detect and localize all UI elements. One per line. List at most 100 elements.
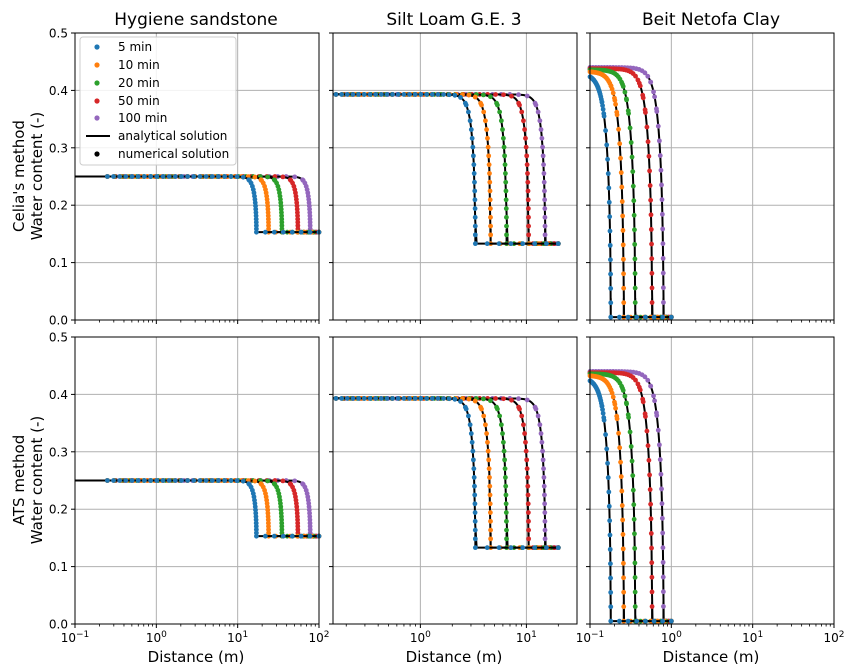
data-point: [458, 399, 463, 404]
data-point: [601, 113, 607, 119]
data-point: [660, 255, 666, 261]
data-point: [142, 174, 147, 179]
data-point: [541, 179, 547, 185]
data-point: [532, 241, 538, 247]
data-point: [280, 478, 286, 484]
xtick-label: 101: [742, 630, 763, 645]
data-point: [395, 396, 401, 401]
data-point: [298, 533, 304, 539]
data-point: [424, 92, 429, 97]
analytical-line-10min: [333, 397, 559, 549]
data-point: [617, 314, 622, 320]
data-point: [123, 174, 129, 179]
data-point: [659, 182, 664, 188]
data-point: [535, 413, 541, 419]
data-point: [651, 89, 656, 95]
ytick-label: 0.5: [49, 27, 68, 41]
data-point: [418, 396, 424, 401]
data-point: [185, 478, 191, 483]
data-point: [538, 127, 544, 132]
data-point: [523, 144, 529, 150]
data-point: [478, 100, 484, 106]
data-point: [610, 90, 616, 96]
series-20min: [587, 67, 674, 320]
data-point: [648, 212, 654, 218]
legend-label-50min: 50 min: [118, 94, 160, 108]
data-point: [649, 241, 654, 247]
data-point: [542, 223, 548, 229]
data-point: [525, 510, 531, 515]
data-point: [462, 100, 468, 106]
legend-label-5min: 5 min: [118, 40, 152, 54]
row-label-ats-line2: Water content (-): [28, 416, 46, 544]
legend-marker-10min: [94, 62, 100, 68]
panel-row1-col3: [586, 32, 835, 324]
data-point: [628, 140, 634, 145]
data-point: [601, 417, 607, 423]
data-point: [488, 527, 493, 533]
data-point: [632, 575, 638, 580]
data-point: [435, 92, 441, 97]
data-point: [361, 396, 367, 401]
data-point: [620, 81, 625, 87]
data-point: [486, 466, 492, 472]
data-point: [631, 198, 637, 204]
data-point: [608, 561, 613, 567]
data-point: [160, 478, 166, 483]
series-5min: [587, 74, 674, 320]
data-point: [633, 377, 638, 383]
data-point: [271, 533, 277, 539]
data-point: [632, 300, 638, 305]
data-point: [458, 95, 463, 100]
data-point: [542, 214, 548, 220]
data-point: [497, 109, 503, 115]
series-10min: [104, 478, 322, 539]
data-point: [539, 439, 545, 445]
data-point: [623, 96, 629, 102]
data-point: [648, 197, 654, 203]
data-point: [541, 483, 547, 489]
data-point: [472, 206, 478, 211]
data-point: [172, 478, 178, 483]
data-point: [429, 396, 435, 401]
data-point: [488, 223, 493, 229]
data-point: [668, 618, 674, 624]
series-10min: [587, 373, 674, 624]
xtick-label: 102: [308, 630, 329, 645]
data-point: [480, 396, 486, 402]
data-point: [471, 475, 477, 480]
data-point: [472, 510, 478, 515]
data-point: [648, 383, 654, 389]
data-point: [390, 92, 395, 97]
data-point: [608, 286, 614, 291]
data-point: [603, 128, 608, 133]
series-20min: [104, 174, 322, 235]
data-point: [631, 502, 637, 508]
data-point: [350, 92, 356, 97]
analytical-line-100min: [333, 397, 559, 549]
data-point: [632, 271, 638, 276]
data-point: [619, 488, 625, 494]
data-point: [472, 214, 478, 220]
data-point: [540, 144, 545, 150]
xtick-label: 100: [146, 630, 167, 645]
data-point: [307, 229, 313, 235]
data-point: [148, 478, 153, 483]
data-point: [630, 487, 636, 493]
data-point: [462, 404, 468, 410]
panel-row2-col2: 100 101: [329, 336, 578, 645]
data-point: [661, 300, 666, 305]
data-point: [280, 174, 286, 180]
data-point: [470, 448, 476, 454]
data-point: [636, 384, 642, 390]
data-point: [484, 545, 490, 551]
data-point: [632, 531, 637, 537]
data-point: [544, 545, 549, 551]
data-point: [412, 92, 418, 97]
data-point: [660, 545, 666, 551]
data-point: [618, 170, 624, 176]
data-point: [651, 393, 656, 399]
analytical-line-100min: [333, 93, 559, 245]
analytical-line-5min: [333, 93, 559, 245]
data-point: [498, 422, 504, 428]
